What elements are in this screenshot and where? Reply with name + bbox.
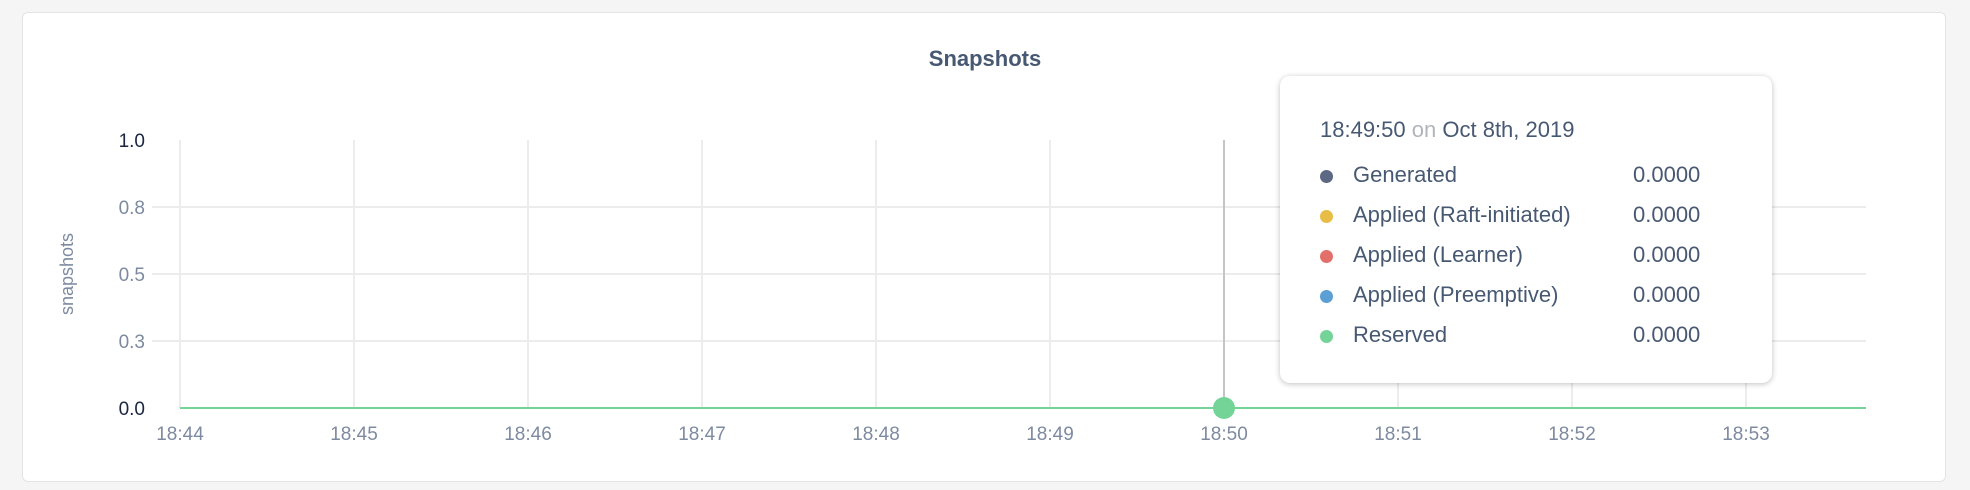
x-tick-label: 18:49: [1026, 424, 1074, 445]
x-tick-label: 18:47: [678, 424, 726, 445]
hover-point: [1213, 397, 1235, 419]
tooltip-series-label: Reserved: [1353, 322, 1448, 347]
tooltip: 18:49:50 on Oct 8th, 2019 Generated 0.000…: [1280, 76, 1772, 383]
x-tick-label: 18:46: [504, 424, 552, 445]
tooltip-header: 18:49:50 on Oct 8th, 2019: [1320, 117, 1574, 143]
x-tick-label: 18:44: [156, 424, 204, 445]
tooltip-series-value: 0.0000: [1633, 242, 1701, 267]
tooltip-series-value: 0.0000: [1633, 202, 1701, 227]
y-tick-label: 0.5: [119, 265, 145, 286]
x-tick-label: 18:52: [1548, 424, 1596, 445]
x-tick-label: 18:50: [1200, 424, 1248, 445]
tooltip-on: on: [1411, 117, 1437, 142]
tooltip-row: Applied (Raft-initiated) 0.0000: [1320, 202, 1760, 232]
tooltip-series-label: Applied (Raft-initiated): [1353, 202, 1571, 227]
x-tick-label: 18:48: [852, 424, 900, 445]
series-dot-icon: [1320, 330, 1333, 343]
y-tick-label: 0.0: [119, 399, 145, 420]
chart-title: Snapshots: [928, 46, 1042, 71]
series-dot-icon: [1320, 170, 1333, 183]
tooltip-time: 18:49:50: [1320, 117, 1406, 142]
y-axis-label: snapshots: [57, 233, 77, 315]
tooltip-row: Applied (Learner) 0.0000: [1320, 242, 1760, 272]
tooltip-series-label: Applied (Learner): [1353, 242, 1523, 267]
series-dot-icon: [1320, 290, 1333, 303]
tooltip-row: Applied (Preemptive) 0.0000: [1320, 282, 1760, 312]
series-dot-icon: [1320, 210, 1333, 223]
y-tick-label: 0.3: [119, 332, 145, 353]
x-tick-label: 18:45: [330, 424, 378, 445]
tooltip-series-value: 0.0000: [1633, 322, 1701, 347]
tooltip-date: Oct 8th, 2019: [1442, 117, 1575, 142]
y-tick-label: 1.0: [119, 131, 145, 152]
tooltip-series-value: 0.0000: [1633, 282, 1701, 307]
tooltip-row: Generated 0.0000: [1320, 162, 1760, 192]
tooltip-row: Reserved 0.0000: [1320, 322, 1760, 352]
y-tick-label: 0.8: [119, 198, 145, 219]
series-dot-icon: [1320, 250, 1333, 263]
x-tick-label: 18:53: [1722, 424, 1770, 445]
tooltip-series-value: 0.0000: [1633, 162, 1701, 187]
tooltip-series-label: Applied (Preemptive): [1353, 282, 1559, 307]
tooltip-series-label: Generated: [1353, 162, 1457, 187]
x-tick-label: 18:51: [1374, 424, 1422, 445]
